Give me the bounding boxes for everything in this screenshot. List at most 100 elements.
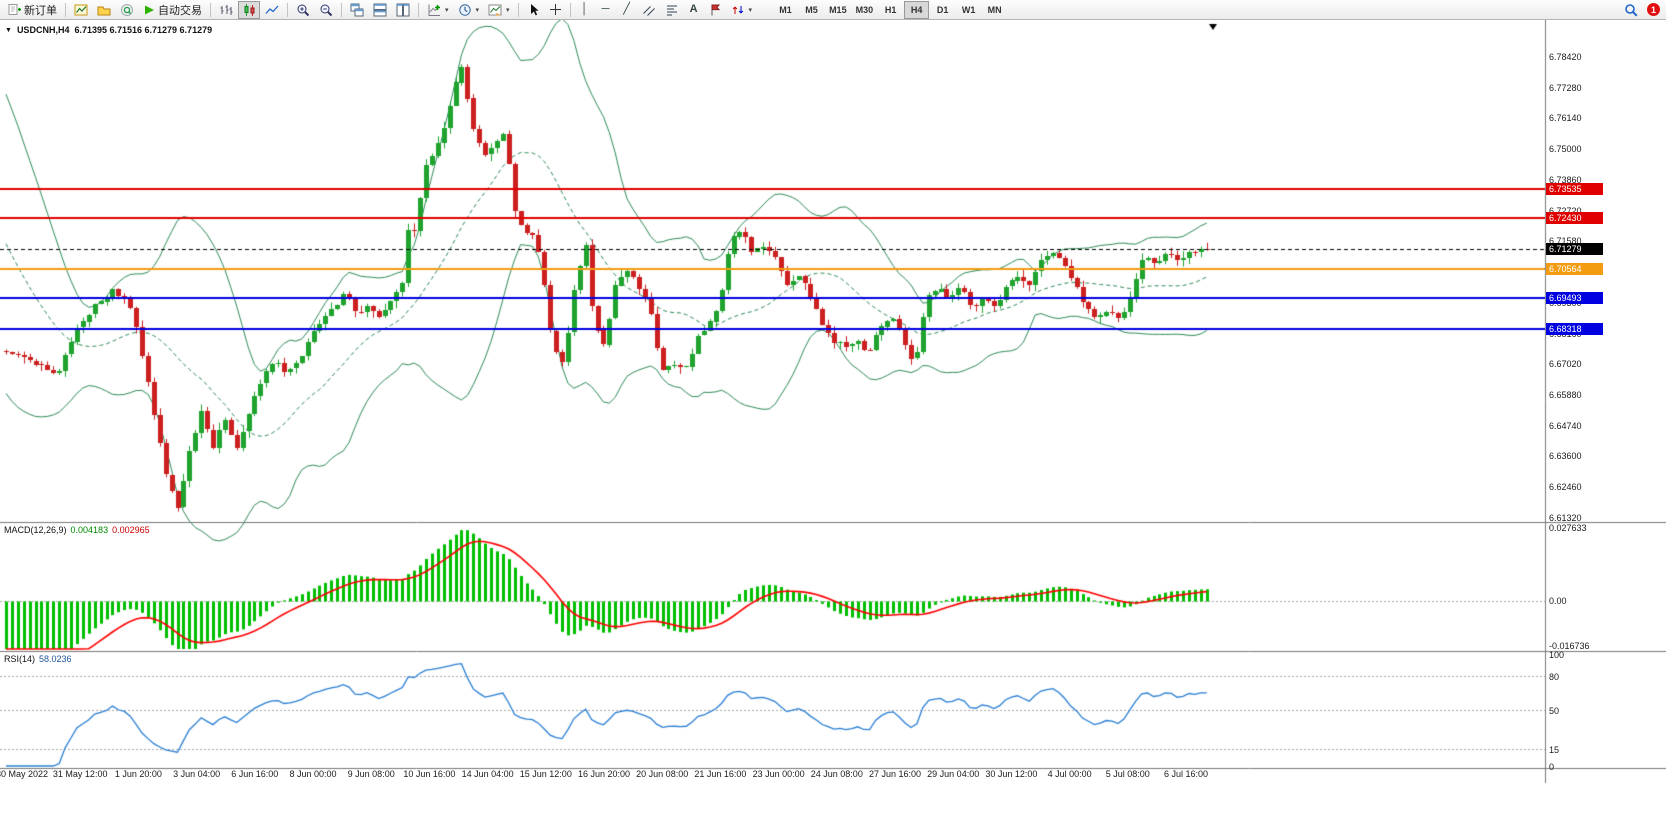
- price-axis-label: 6.62460: [1549, 482, 1582, 493]
- candlestick-chart-button[interactable]: [238, 0, 260, 19]
- time-axis-label: 31 May 12:00: [52, 769, 108, 779]
- main-toolbar: 新订单 自动交易: [0, 0, 1666, 20]
- timeframe-button-h4[interactable]: H4: [904, 0, 930, 19]
- macd-name: MACD(12,26,9): [4, 525, 67, 535]
- timeframe-button-w1[interactable]: W1: [956, 1, 981, 19]
- price-tag: 6.69493: [1546, 292, 1603, 304]
- label-button[interactable]: [705, 1, 726, 19]
- horizontal-line-button[interactable]: ─: [596, 1, 616, 19]
- indicators-button[interactable]: ▾: [423, 1, 453, 19]
- zoom-out-button[interactable]: [315, 1, 337, 19]
- new-chart-button[interactable]: [70, 1, 92, 19]
- notification-badge[interactable]: 1: [1647, 3, 1660, 16]
- bars-chart-button[interactable]: [215, 1, 237, 19]
- cascade-windows-icon: [350, 3, 364, 16]
- search-icon: [1625, 3, 1638, 17]
- time-axis-label: 3 Jun 04:00: [173, 769, 221, 779]
- toolbar-separator: [210, 2, 211, 17]
- new-order-button[interactable]: 新订单: [4, 1, 61, 19]
- profiles-button[interactable]: [93, 1, 115, 19]
- timeframe-button-mn[interactable]: MN: [982, 1, 1007, 19]
- timeframe-button-h1[interactable]: H1: [878, 1, 903, 19]
- chart-symbol-info: ▼ USDCNH,H4 6.71395 6.71516 6.71279 6.71…: [5, 25, 212, 35]
- price-axis-label: 6.65880: [1549, 390, 1582, 401]
- rsi-axis-label: 80: [1549, 672, 1560, 683]
- toolbar-separator: [287, 2, 288, 17]
- price-axis-label: 6.76140: [1549, 113, 1582, 124]
- search-button[interactable]: [1620, 1, 1642, 19]
- price-axis-label: 6.77280: [1549, 82, 1582, 93]
- price-tag: 6.71279: [1546, 243, 1603, 255]
- auto-trading-button[interactable]: 自动交易: [139, 1, 206, 19]
- toolbar-separator: [65, 2, 66, 17]
- tile-horizontal-button[interactable]: [369, 1, 391, 19]
- timeframe-button-m30[interactable]: M30: [852, 1, 878, 19]
- tile-vertical-icon: [396, 3, 410, 16]
- rsi-axis-label: 15: [1549, 745, 1560, 756]
- line-chart-button[interactable]: [261, 1, 283, 19]
- fibonacci-button[interactable]: [661, 1, 683, 19]
- timeframe-button-m15[interactable]: M15: [825, 1, 851, 19]
- zoom-out-icon: [320, 4, 333, 16]
- auto-trading-label: 自动交易: [158, 4, 202, 17]
- candlestick-chart-icon: [244, 3, 255, 16]
- time-axis-label: 5 Jul 08:00: [1105, 769, 1150, 779]
- timeframe-toolbar: M1 M5 M15 M30 H1 H4 D1 W1 MN: [773, 0, 1007, 19]
- vertical-line-button[interactable]: │: [575, 1, 595, 19]
- price-tag: 6.68318: [1546, 323, 1603, 335]
- time-axis-label: 9 Jun 08:00: [347, 769, 395, 779]
- time-axis-label: 4 Jul 00:00: [1047, 769, 1092, 779]
- dropdown-caret-icon: ▾: [506, 6, 510, 14]
- price-tag: 6.73535: [1546, 183, 1603, 195]
- periods-button[interactable]: ▾: [454, 1, 484, 19]
- time-axis-label: 21 Jun 16:00: [694, 769, 747, 779]
- price-axis-label: 6.78420: [1549, 52, 1582, 62]
- add-indicator-icon: [428, 4, 440, 16]
- time-axis-label: 6 Jul 16:00: [1163, 769, 1209, 779]
- arrows-button[interactable]: ▾: [727, 1, 757, 19]
- cascade-windows-button[interactable]: [346, 1, 368, 19]
- new-order-label: 新订单: [24, 4, 57, 17]
- time-axis-label: 29 Jun 04:00: [927, 769, 980, 779]
- chart-canvas[interactable]: [0, 20, 1666, 824]
- rsi-axis-label: 50: [1549, 706, 1560, 716]
- toolbar-right-group: 1: [1620, 1, 1662, 19]
- zoom-in-button[interactable]: [292, 1, 314, 19]
- template-icon: [488, 4, 502, 15]
- toolbar-separator: [517, 2, 519, 17]
- symbol-dropdown-icon[interactable]: ▼: [5, 26, 12, 34]
- timeframe-button-m1[interactable]: M1: [773, 1, 798, 19]
- auto-trading-icon: [145, 5, 154, 14]
- channel-button[interactable]: [638, 1, 660, 19]
- rsi-indicator-label: RSI(14) 58.0236: [4, 654, 72, 664]
- text-button[interactable]: A: [684, 1, 704, 19]
- community-button[interactable]: [116, 1, 138, 19]
- dropdown-caret-icon: ▾: [748, 6, 753, 14]
- timeframe-button-d1[interactable]: D1: [930, 1, 955, 19]
- time-axis-label: 30 Jun 12:00: [985, 769, 1038, 779]
- templates-button[interactable]: ▾: [484, 1, 514, 19]
- macd-axis-label: -0.016736: [1549, 641, 1590, 651]
- time-axis-label: 14 Jun 04:00: [461, 769, 514, 779]
- trendline-icon: ╱: [623, 3, 630, 15]
- timeframe-button-m5[interactable]: M5: [799, 1, 824, 19]
- ohlc-values: 6.71395 6.71516 6.71279 6.71279: [74, 25, 213, 35]
- trendline-button[interactable]: ╱: [617, 1, 637, 19]
- new-order-icon: [8, 4, 21, 15]
- periods-clock-icon: [458, 3, 471, 16]
- fibonacci-icon: [666, 5, 677, 15]
- text-tool-icon: A: [689, 3, 698, 15]
- price-axis-label: 6.63600: [1549, 451, 1582, 462]
- symbol-label: USDCNH,H4: [16, 25, 70, 35]
- price-axis-label: 6.71580: [1549, 236, 1582, 247]
- new-chart-icon: [74, 4, 88, 15]
- tile-vertical-button[interactable]: [392, 1, 414, 19]
- time-axis-label: 6 Jun 16:00: [231, 769, 279, 779]
- cursor-button[interactable]: [523, 1, 544, 19]
- line-chart-icon: [265, 5, 279, 14]
- tile-horizontal-icon: [373, 3, 387, 16]
- vertical-line-icon: │: [581, 3, 588, 15]
- crosshair-button[interactable]: [545, 1, 566, 19]
- time-axis-label: 15 Jun 12:00: [519, 769, 572, 779]
